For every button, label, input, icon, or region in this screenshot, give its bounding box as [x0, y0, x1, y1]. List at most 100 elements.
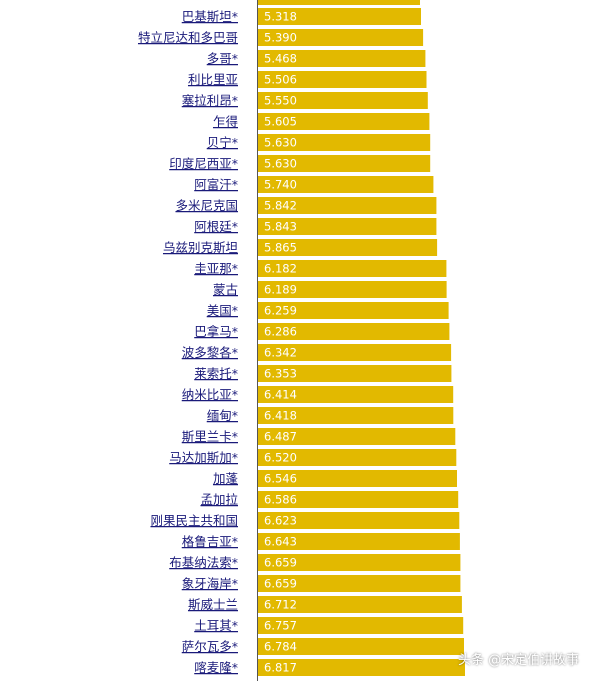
category-label-link[interactable]: 多米尼克国: [175, 198, 238, 213]
bar-value-label: 5.605: [264, 115, 297, 129]
bar: [258, 260, 447, 277]
bars-group: 5.318 巴基斯坦* 5.390 特立尼达和多巴哥 5.468 多哥* 5.506 利比里亚…: [138, 0, 465, 676]
category-label-link[interactable]: 象牙海岸*: [182, 576, 238, 591]
category-label-link[interactable]: 格鲁吉亚*: [182, 534, 238, 549]
bar: [258, 302, 449, 319]
bar: [258, 281, 447, 298]
bar: [258, 71, 427, 88]
bar-value-label: 5.842: [264, 199, 297, 213]
category-label-link[interactable]: 巴基斯坦*: [182, 9, 238, 24]
bar: [258, 554, 461, 571]
bar-value-label: 6.784: [264, 640, 297, 654]
bar: [258, 659, 465, 676]
bar: [258, 134, 431, 151]
bar: [258, 29, 424, 46]
category-label-link[interactable]: 圭亚那*: [194, 261, 238, 276]
watermark: 头条 @宋定伯讲故事: [458, 653, 580, 668]
bar: [258, 470, 457, 487]
bar-value-label: 5.318: [264, 10, 297, 24]
bar: [258, 638, 464, 655]
bar-value-label: 6.817: [264, 661, 297, 675]
bar: [258, 617, 464, 634]
category-label-link[interactable]: 印度尼西亚*: [169, 156, 238, 171]
bar: [258, 197, 437, 214]
bar-value-label: 6.286: [264, 325, 297, 339]
category-label-link[interactable]: 莱索托*: [194, 366, 238, 381]
bar-value-label: 5.630: [264, 157, 297, 171]
bar: [258, 491, 459, 508]
bar: [258, 533, 460, 550]
bar: [258, 92, 428, 109]
category-label-link[interactable]: 蒙古: [213, 282, 238, 297]
bar-value-label: 5.630: [264, 136, 297, 150]
bar-value-label: 6.487: [264, 430, 297, 444]
bar-value-label: 5.843: [264, 220, 297, 234]
bar-value-label: 5.506: [264, 73, 297, 87]
category-label-link[interactable]: 萨尔瓦多*: [182, 639, 238, 654]
bar: [258, 365, 452, 382]
bar-value-label: 6.623: [264, 514, 297, 528]
category-label-link[interactable]: 多哥*: [207, 51, 238, 66]
bar-value-label: 6.520: [264, 451, 297, 465]
bar-value-label: 6.712: [264, 598, 297, 612]
bar-value-label: 6.414: [264, 388, 297, 402]
bar-value-label: 6.189: [264, 283, 297, 297]
bar: [258, 428, 456, 445]
category-label-link[interactable]: 巴拿马*: [194, 324, 238, 339]
category-label-link[interactable]: 美国*: [207, 303, 238, 318]
category-label-link[interactable]: 马达加斯加*: [169, 450, 238, 465]
bar-value-label: 5.468: [264, 52, 297, 66]
category-label-link[interactable]: 纳米比亚*: [182, 387, 238, 402]
bar-value-label: 6.586: [264, 493, 297, 507]
bar: [258, 8, 421, 25]
bar-value-label: 6.418: [264, 409, 297, 423]
category-label-link[interactable]: 贝宁*: [207, 135, 238, 150]
bar-value-label: 6.659: [264, 556, 297, 570]
bar-value-label: 6.659: [264, 577, 297, 591]
category-label-link[interactable]: 刚果民主共和国: [150, 513, 238, 528]
bar: [258, 50, 426, 67]
category-label-link[interactable]: 乌兹别克斯坦: [163, 240, 238, 255]
category-label-link[interactable]: 斯里兰卡*: [182, 429, 238, 444]
bar: [258, 113, 430, 130]
bar: [258, 155, 431, 172]
bar: [258, 239, 438, 256]
category-label-link[interactable]: 塞拉利昂*: [182, 93, 238, 108]
bar: [258, 218, 437, 235]
category-label-link[interactable]: 喀麦隆*: [194, 660, 238, 675]
category-label-link[interactable]: 缅甸*: [207, 408, 238, 423]
bar-value-label: 6.342: [264, 346, 297, 360]
category-label-link[interactable]: 利比里亚: [188, 72, 238, 87]
category-label-link[interactable]: 乍得: [213, 114, 238, 129]
bar-value-label: 5.390: [264, 31, 297, 45]
bar: [258, 596, 462, 613]
category-label-link[interactable]: 特立尼达和多巴哥: [138, 30, 238, 45]
bar-value-label: 6.259: [264, 304, 297, 318]
category-label-link[interactable]: 土耳其*: [194, 618, 238, 633]
bar-value-label: 6.546: [264, 472, 297, 486]
bar: [258, 344, 452, 361]
bar-value-label: 5.865: [264, 241, 297, 255]
category-label-link[interactable]: 布基纳法索*: [169, 555, 238, 570]
category-label-link[interactable]: 孟加拉: [200, 492, 238, 507]
category-label-link[interactable]: 加蓬: [213, 471, 239, 486]
category-label-link[interactable]: 阿富汗*: [194, 177, 238, 192]
category-label-link[interactable]: 斯威士兰: [188, 597, 238, 612]
bar-value-label: 6.182: [264, 262, 297, 276]
bar: [258, 512, 460, 529]
bar: [258, 386, 454, 403]
category-label-link[interactable]: 阿根廷*: [194, 219, 238, 234]
bar: [258, 407, 454, 424]
bar: [258, 323, 450, 340]
bar: [258, 449, 457, 466]
category-label-link[interactable]: 波多黎各*: [182, 345, 238, 360]
bar-value-label: 5.550: [264, 94, 297, 108]
bar-value-label: 5.740: [264, 178, 297, 192]
bar: [258, 176, 434, 193]
bar-partial-top: [258, 0, 420, 5]
bar-value-label: 6.643: [264, 535, 297, 549]
bar-value-label: 6.353: [264, 367, 297, 381]
bar: [258, 575, 461, 592]
bar-value-label: 6.757: [264, 619, 297, 633]
